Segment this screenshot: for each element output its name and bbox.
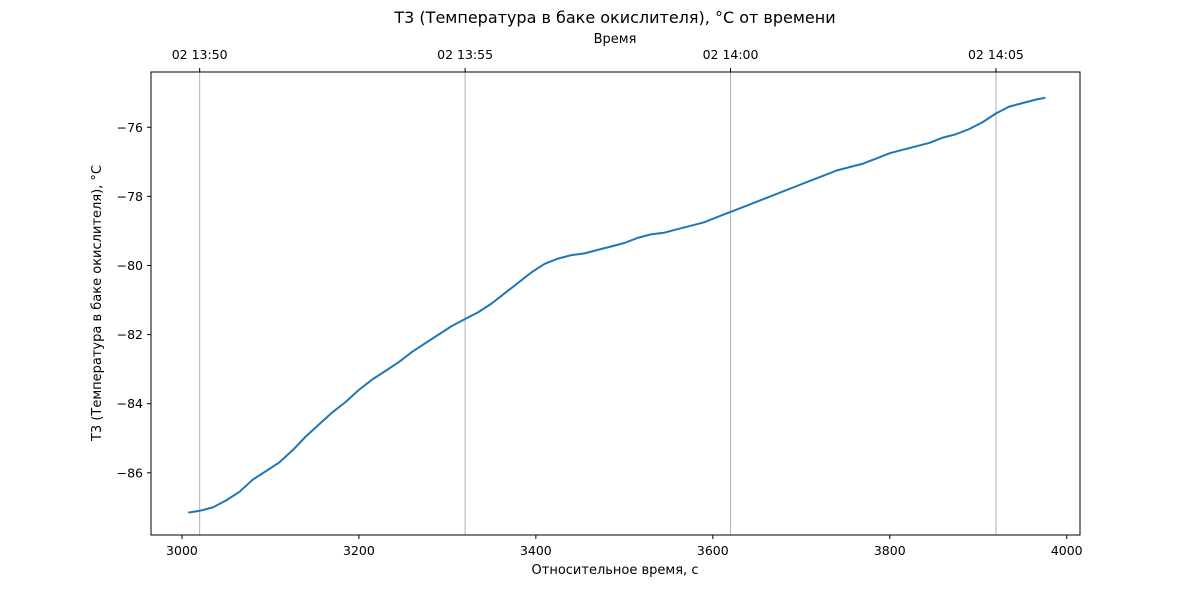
series-layer	[188, 96, 1046, 514]
x-tick-label-4: 3800	[874, 543, 906, 558]
x-axis-title: Относительное время, с	[532, 563, 699, 578]
x-tick-label-5: 4000	[1051, 543, 1083, 558]
y-tick-label-2: −82	[117, 327, 143, 342]
x-tick-label-1: 3200	[343, 543, 375, 558]
series-line-0	[188, 96, 1046, 514]
chart-title: T3 (Температура в баке окислителя), °C о…	[393, 8, 835, 27]
y-axis-title: T3 (Температура в баке окислителя), °C	[90, 165, 105, 442]
plot-area	[150, 71, 1081, 536]
y-tick-label-0: −86	[117, 465, 143, 480]
x-tick-label-2: 3400	[520, 543, 552, 558]
y-axis: −86 −84 −82 −80 −78 −76	[117, 120, 151, 480]
x-axis: 3000 3200 3400 3600 3800 4000	[166, 535, 1083, 558]
top-time-axis: 02 13:50 02 13:55 02 14:00 02 14:05	[172, 47, 1024, 72]
y-tick-label-1: −84	[117, 396, 143, 411]
x-tick-label-0: 3000	[166, 543, 198, 558]
top-tick-label-1: 02 13:55	[437, 47, 493, 62]
top-tick-label-2: 02 14:00	[703, 47, 759, 62]
y-tick-label-5: −76	[117, 120, 143, 135]
grid-lines	[199, 72, 997, 535]
top-tick-label-3: 02 14:05	[968, 47, 1024, 62]
y-tick-label-4: −78	[117, 189, 143, 204]
x-tick-label-3: 3600	[697, 543, 729, 558]
y-tick-label-3: −80	[117, 258, 143, 273]
top-axis-title: Время	[594, 32, 637, 47]
top-tick-label-0: 02 13:50	[172, 47, 228, 62]
